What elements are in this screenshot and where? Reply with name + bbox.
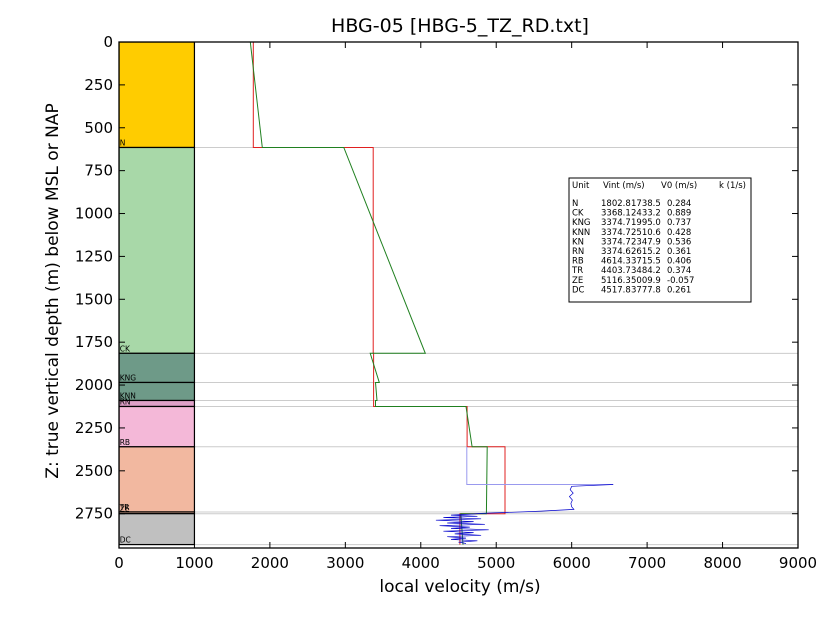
legend-cell: 3374.6 (601, 247, 631, 257)
legend-cell: 0.261 (667, 285, 691, 295)
legend-cell: 0.284 (667, 199, 691, 209)
legend-cell: 0.428 (667, 228, 691, 238)
unit-label-n: N (120, 138, 126, 147)
legend-cell: 3777.8 (631, 285, 661, 295)
legend-cell: 2347.9 (631, 237, 661, 247)
legend-cell: 2615.2 (631, 247, 661, 257)
unit-bar-dc (119, 513, 196, 546)
y-axis-label: Z: true vertical depth (m) below MSL or … (43, 103, 63, 478)
y-tick-label: 2250 (75, 419, 113, 437)
unit-label-dc: DC (120, 536, 131, 545)
plot-frame (118, 41, 799, 549)
legend-cell: 2433.2 (631, 209, 661, 219)
unit-label-kng: KNG (120, 373, 137, 382)
y-tick-label: 1750 (75, 333, 113, 351)
legend-cell: RN (572, 247, 584, 257)
legend-cell: DC (572, 285, 585, 295)
legend-cell: TR (571, 266, 583, 276)
chart-title: HBG-05 [HBG-5_TZ_RD.txt] (331, 15, 589, 37)
legend-cell: 4403.7 (601, 266, 631, 276)
legend-cell: 3374.7 (601, 237, 631, 247)
legend-header-cell: Vint (m/s) (603, 181, 645, 191)
x-tick-label: 1000 (175, 554, 213, 572)
unit-label-ze: ZE (120, 505, 130, 514)
legend-header-cell: V0 (m/s) (661, 181, 697, 191)
legend-cell: 0.889 (667, 209, 691, 219)
legend-cell: 0.406 (667, 257, 691, 267)
unit-label-rb: RB (120, 438, 130, 447)
legend-header-cell: k (1/s) (719, 181, 746, 191)
unit-label-tr: TR (119, 503, 130, 512)
velocity-log-line (435, 484, 614, 544)
series-line-2 (249, 42, 488, 545)
x-tick-label: 7000 (628, 554, 666, 572)
x-tick-label: 3000 (326, 554, 364, 572)
legend-cell: N (572, 199, 578, 209)
x-tick-label: 8000 (703, 554, 741, 572)
legend-cell: 1738.5 (631, 199, 661, 209)
y-tick-label: 1500 (75, 290, 113, 308)
legend-cell: RB (572, 257, 584, 267)
legend-cell: 3374.7 (601, 228, 631, 238)
legend-cell: KNG (572, 218, 591, 228)
series-line-1 (252, 42, 506, 545)
y-tick-label: 250 (84, 76, 113, 94)
legend: Unit Vint (m/s) V0 (m/s) k (1/s) N 1802.8 1738… (568, 177, 752, 303)
legend-header-cell: Unit (572, 181, 590, 191)
legend-cell: KNN (572, 228, 590, 238)
legend-cell: -0.057 (667, 276, 694, 286)
unit-bar-kng (119, 352, 196, 384)
legend-box (568, 177, 752, 303)
y-tick-label: 1000 (75, 205, 113, 223)
y-tick-label: 2500 (75, 462, 113, 480)
legend-cell: 2510.6 (631, 228, 661, 238)
legend-cell: ZE (572, 276, 583, 286)
unit-label-rn: RN (120, 397, 131, 406)
x-tick-label: 2000 (251, 554, 289, 572)
legend-cell: 5009.9 (631, 276, 661, 286)
x-tick-label: 0 (114, 554, 124, 572)
x-axis-label: local velocity (m/s) (379, 577, 540, 597)
unit-label-knn: KNN (120, 391, 136, 400)
legend-cell: 4517.8 (601, 285, 631, 295)
y-tick-label: 0 (103, 33, 113, 51)
legend-cell: 3484.2 (631, 266, 661, 276)
unit-bar-n (119, 42, 196, 149)
series-line-3 (466, 446, 614, 485)
unit-bar-rb (119, 405, 196, 448)
y-tick-label: 500 (84, 119, 113, 137)
legend-cell: 0.361 (667, 247, 691, 257)
y-tick-label: 1250 (75, 247, 113, 265)
legend-cell: 3374.7 (601, 218, 631, 228)
legend-cell: CK (572, 209, 584, 219)
unit-bar-ck (119, 146, 196, 354)
legend-cell: 1995.0 (631, 218, 661, 228)
x-tick-label: 5000 (477, 554, 515, 572)
legend-cell: 0.536 (667, 237, 691, 247)
legend-cell: 3715.5 (631, 257, 661, 267)
y-tick-label: 2750 (75, 505, 113, 523)
x-tick-label: 9000 (779, 554, 817, 572)
legend-cell: KN (572, 237, 584, 247)
y-tick-label: 750 (84, 162, 113, 180)
y-tick-label: 2000 (75, 376, 113, 394)
legend-cell: 3368.1 (601, 209, 631, 219)
legend-cell: 0.737 (667, 218, 691, 228)
legend-cell: 4614.3 (601, 257, 631, 267)
legend-cell: 1802.8 (601, 199, 631, 209)
x-tick-label: 6000 (553, 554, 591, 572)
unit-label-ck: CK (120, 344, 131, 353)
legend-cell: 5116.3 (601, 276, 631, 286)
unit-bar-tr (119, 446, 196, 513)
x-tick-label: 4000 (402, 554, 440, 572)
legend-cell: 0.374 (667, 266, 691, 276)
